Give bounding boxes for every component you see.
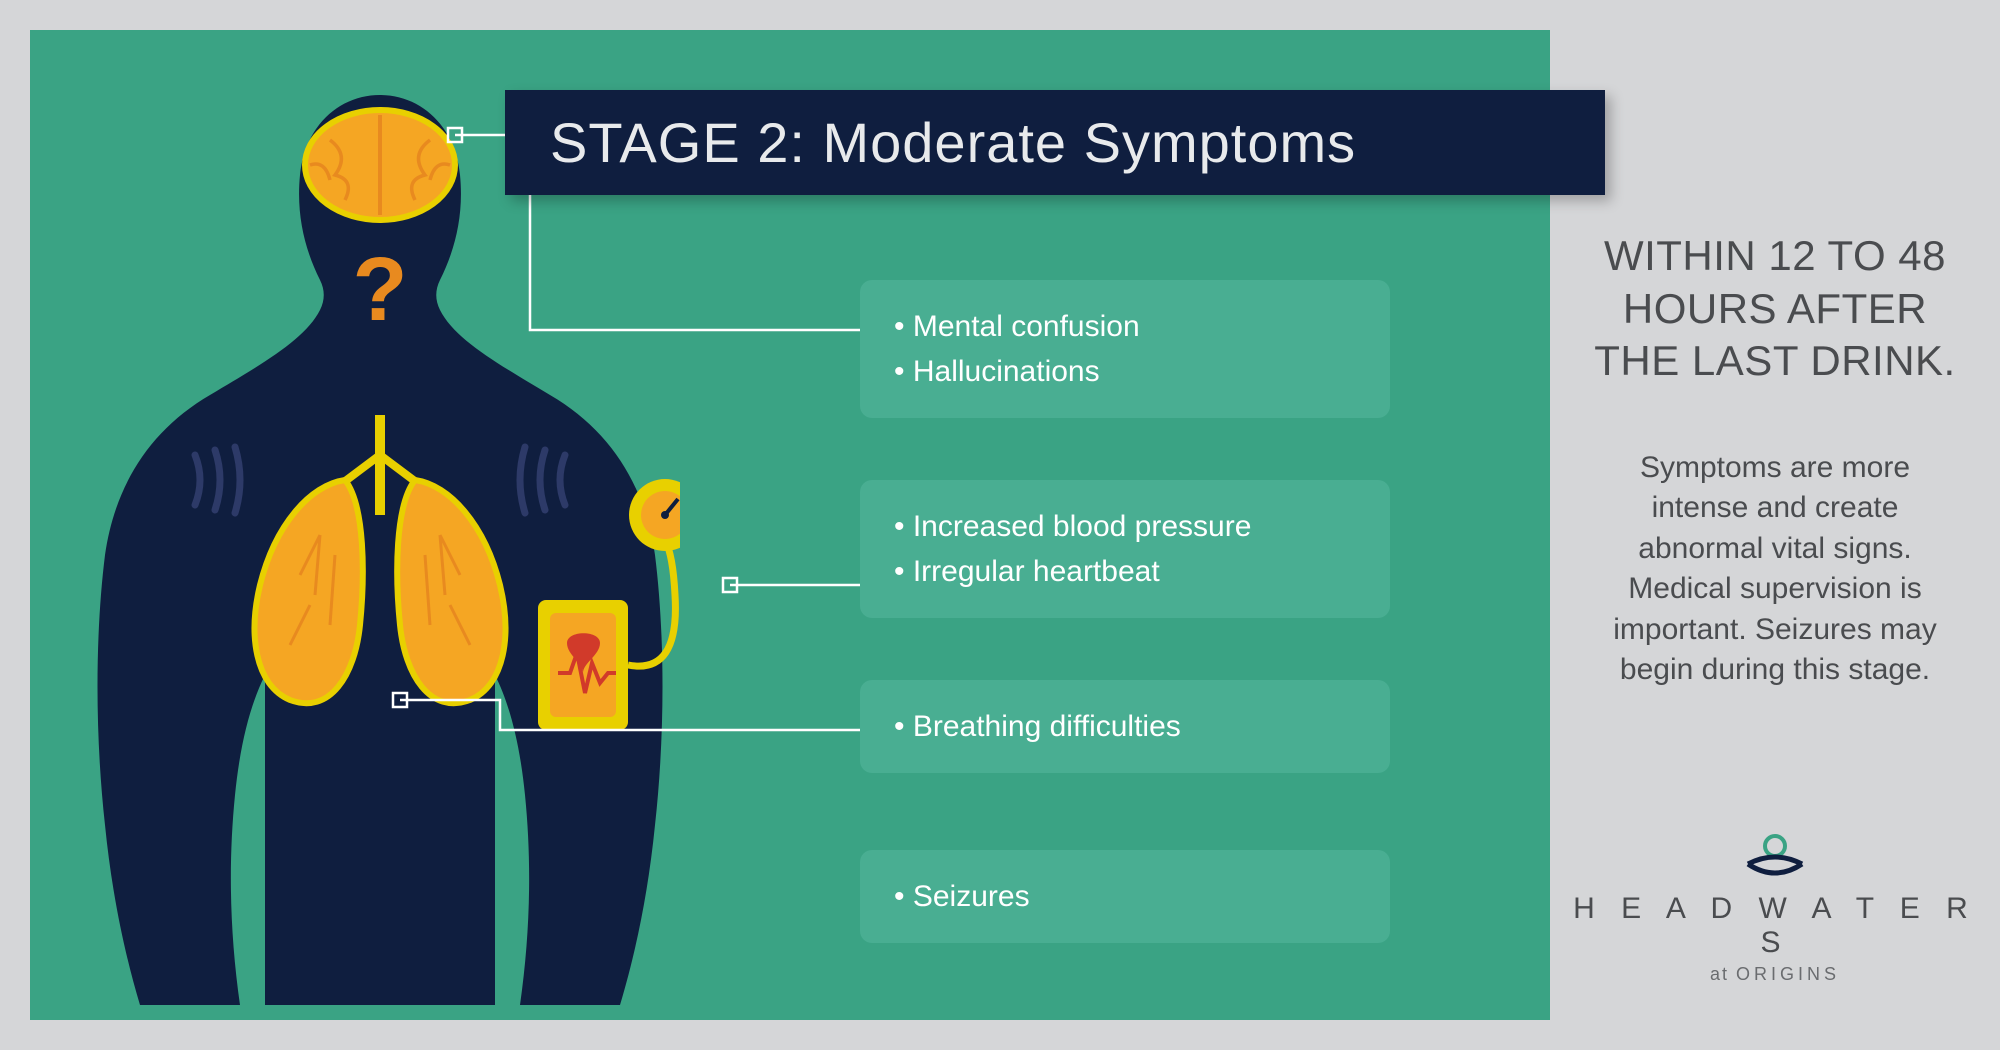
silhouette-shape [98, 95, 663, 1005]
symptom-item: • Seizures [894, 874, 1356, 919]
side-body: Symptoms are more intense and create abn… [1570, 448, 1980, 691]
question-mark-icon: ? [353, 240, 408, 340]
symptom-item: • Irregular heartbeat [894, 549, 1356, 594]
body-silhouette: ? [80, 85, 680, 1005]
logo-subtext: at ORIGINS [1570, 964, 1980, 985]
symptom-box-seizures: • Seizures [860, 850, 1390, 943]
logo-text: H E A D W A T E R S [1570, 892, 1980, 960]
brain-icon [305, 110, 455, 220]
symptom-item: • Breathing difficulties [894, 704, 1356, 749]
stage-title: STAGE 2: Moderate Symptoms [505, 90, 1605, 195]
symptom-item: • Hallucinations [894, 349, 1356, 394]
symptom-item: • Mental confusion [894, 304, 1356, 349]
side-headline: WITHIN 12 TO 48 HOURS AFTER THE LAST DRI… [1570, 230, 1980, 388]
symptom-box-heart: • Increased blood pressure • Irregular h… [860, 480, 1390, 618]
symptom-box-mental: • Mental confusion • Hallucinations [860, 280, 1390, 418]
main-panel: ? [30, 30, 1550, 1020]
stage-title-text: STAGE 2: Moderate Symptoms [550, 110, 1356, 175]
logo: H E A D W A T E R S at ORIGINS [1570, 832, 1980, 985]
side-panel: WITHIN 12 TO 48 HOURS AFTER THE LAST DRI… [1570, 30, 1980, 1020]
symptom-box-breathing: • Breathing difficulties [860, 680, 1390, 773]
logo-icon [1740, 832, 1810, 887]
symptom-item: • Increased blood pressure [894, 504, 1356, 549]
